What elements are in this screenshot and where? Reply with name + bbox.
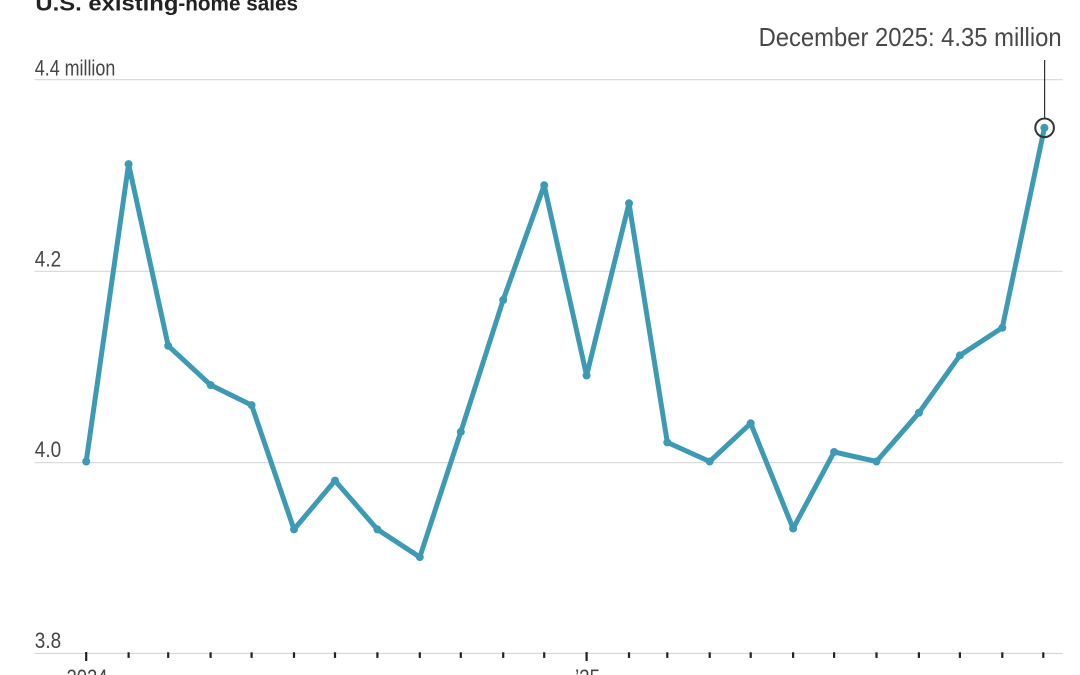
- svg-text:3.8: 3.8: [35, 628, 61, 653]
- svg-text:4.4 million: 4.4 million: [35, 56, 116, 81]
- svg-text:4.0: 4.0: [35, 437, 61, 462]
- svg-text:U.S. existing: U.S. existing: [35, 0, 178, 15]
- svg-text:-home sales: -home sales: [178, 0, 298, 15]
- svg-text:’25: ’25: [575, 665, 600, 675]
- svg-text:December 2025: 4.35 million: December 2025: 4.35 million: [759, 22, 1062, 52]
- svg-text:4.2: 4.2: [35, 246, 61, 271]
- svg-text:2024: 2024: [67, 665, 108, 675]
